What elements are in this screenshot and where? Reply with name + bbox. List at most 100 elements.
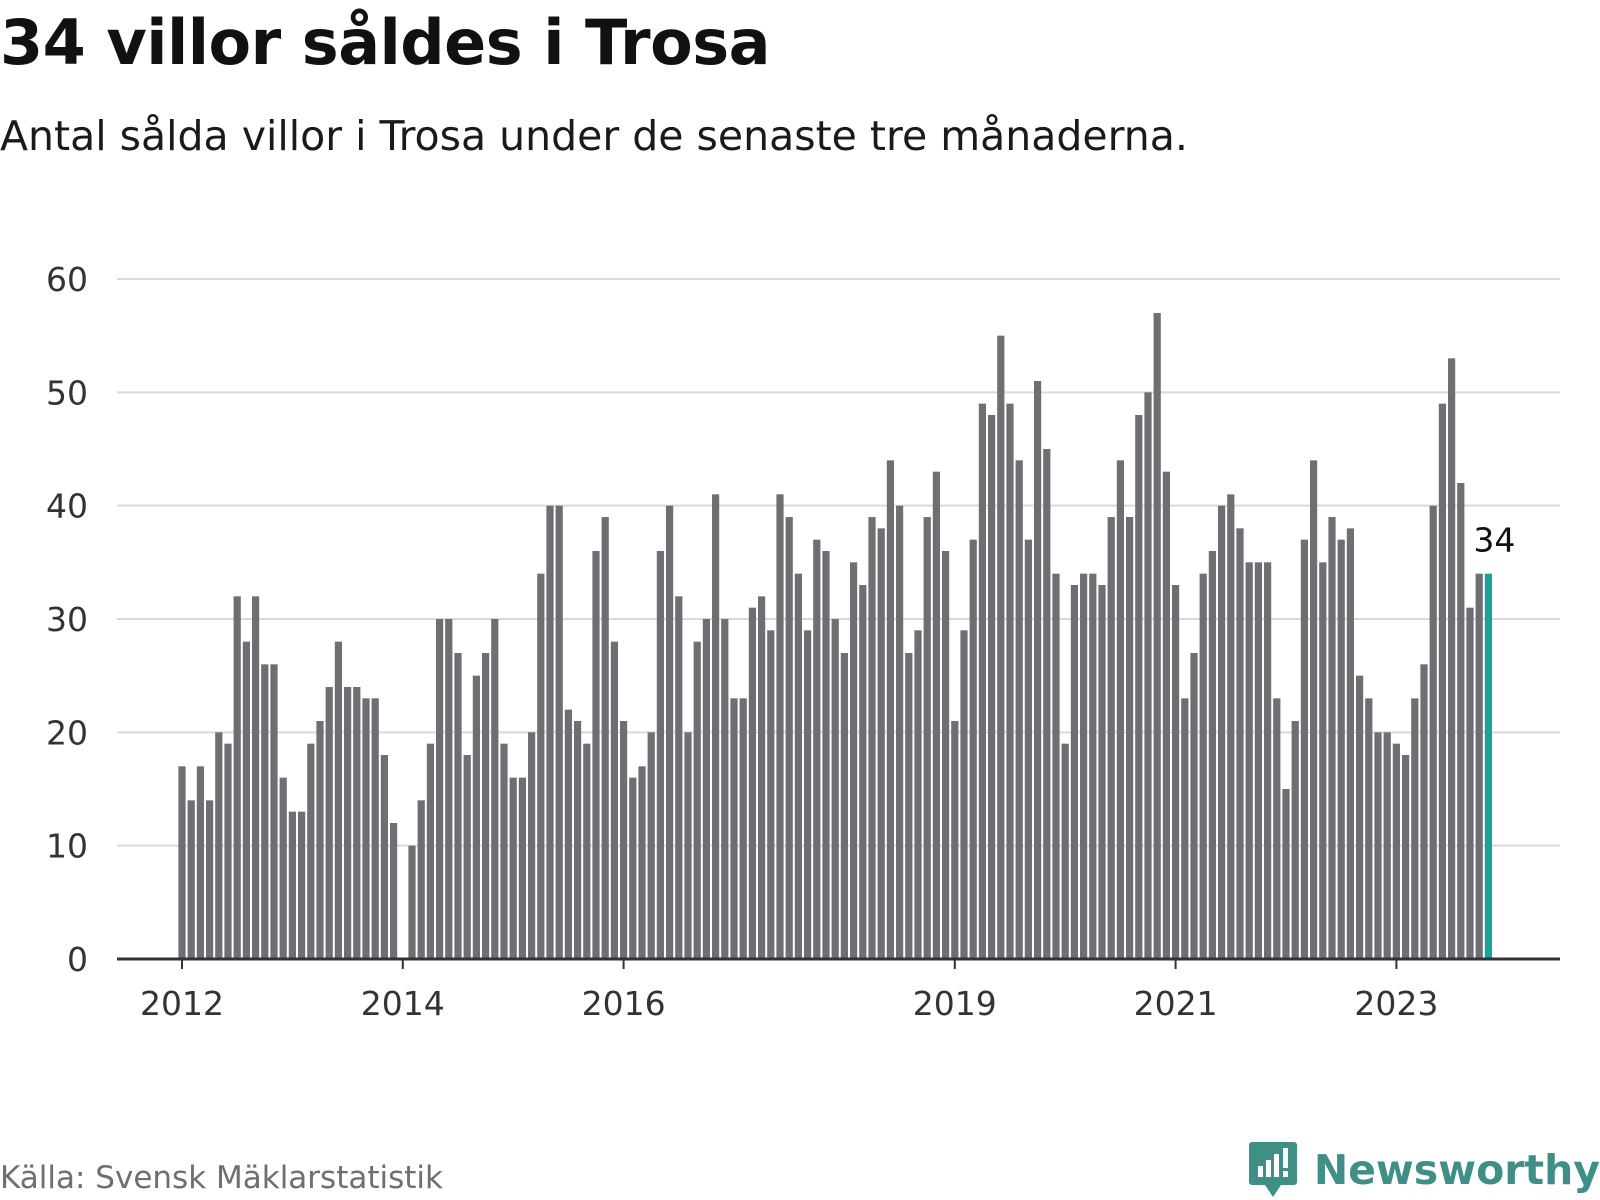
bar [739, 698, 747, 959]
bar [1199, 573, 1207, 959]
bar [1098, 585, 1106, 959]
bar [1135, 415, 1143, 959]
x-tick-label: 2023 [1354, 984, 1438, 1023]
bar [390, 823, 398, 959]
bar [1356, 675, 1364, 959]
bar [721, 619, 729, 959]
bar [1107, 517, 1115, 959]
bar [261, 664, 269, 959]
bar [178, 766, 186, 959]
bar [951, 721, 959, 959]
newsworthy-logo: Newsworthy [1248, 1140, 1600, 1200]
bar [794, 573, 802, 959]
bar [1024, 539, 1032, 959]
bar [932, 471, 940, 959]
bar [307, 743, 315, 959]
bar [1337, 539, 1345, 959]
bar [610, 641, 618, 959]
bar [693, 641, 701, 959]
x-tick-label: 2016 [582, 984, 666, 1023]
bar [380, 755, 388, 959]
bar [1227, 494, 1235, 959]
bar-latest [1484, 573, 1492, 959]
bar [666, 505, 674, 959]
bar [1346, 528, 1354, 959]
value-labels: 34 [1473, 521, 1515, 560]
bar [1291, 721, 1299, 959]
bar [1438, 403, 1446, 960]
bar [1365, 698, 1373, 959]
bar [288, 811, 296, 959]
bar [362, 698, 370, 959]
bar [1061, 743, 1069, 959]
bar [969, 539, 977, 959]
bar [1475, 573, 1483, 959]
bar [1208, 551, 1216, 959]
bar [1392, 743, 1400, 959]
bar [850, 562, 858, 959]
bar [978, 403, 986, 960]
bar [564, 709, 572, 959]
bar [1218, 505, 1226, 959]
bar [1254, 562, 1262, 959]
bar [702, 619, 710, 959]
bar [454, 653, 462, 959]
bar [840, 653, 848, 959]
bar [859, 585, 867, 959]
bar [187, 800, 195, 959]
bar [1116, 460, 1124, 959]
bar [1126, 517, 1134, 959]
bar [279, 777, 287, 959]
bar [1153, 313, 1161, 959]
bar [482, 653, 490, 959]
bar [270, 664, 278, 959]
y-tick-label: 50 [46, 373, 88, 412]
bar [1411, 698, 1419, 959]
bar [353, 687, 361, 959]
y-tick-label: 20 [46, 713, 88, 752]
bar [1420, 664, 1428, 959]
bar [233, 596, 241, 959]
bar [1466, 607, 1474, 959]
bar [1282, 789, 1290, 959]
x-tick-label: 2021 [1134, 984, 1218, 1023]
bar [785, 517, 793, 959]
bar [877, 528, 885, 959]
bar [1236, 528, 1244, 959]
bar [730, 698, 738, 959]
bar [767, 630, 775, 959]
bar [298, 811, 306, 959]
bar [647, 732, 655, 959]
bar [583, 743, 591, 959]
bar [1144, 392, 1152, 959]
bar [1034, 381, 1042, 959]
bar [1457, 483, 1465, 959]
bar [1162, 471, 1170, 959]
bar [472, 675, 480, 959]
bar [831, 619, 839, 959]
bar [1300, 539, 1308, 959]
bar [344, 687, 352, 959]
bar [620, 721, 628, 959]
bar [1190, 653, 1198, 959]
bar [215, 732, 223, 959]
bar [638, 766, 646, 959]
bar [528, 732, 536, 959]
bar [1328, 517, 1336, 959]
bar [905, 653, 913, 959]
brand-name: Newsworthy [1313, 1146, 1600, 1194]
bar [776, 494, 784, 959]
bar [1374, 732, 1382, 959]
bar [1080, 573, 1088, 959]
bar [1043, 449, 1051, 959]
y-tick-label: 60 [46, 260, 88, 299]
bar [252, 596, 260, 959]
bar [371, 698, 379, 959]
bar [1089, 573, 1097, 959]
bar [923, 517, 931, 959]
bar [914, 630, 922, 959]
bar [546, 505, 554, 959]
bar [886, 460, 894, 959]
y-tick-label: 10 [46, 827, 88, 866]
source-note: Källa: Svensk Mäklarstatistik [0, 1160, 443, 1196]
